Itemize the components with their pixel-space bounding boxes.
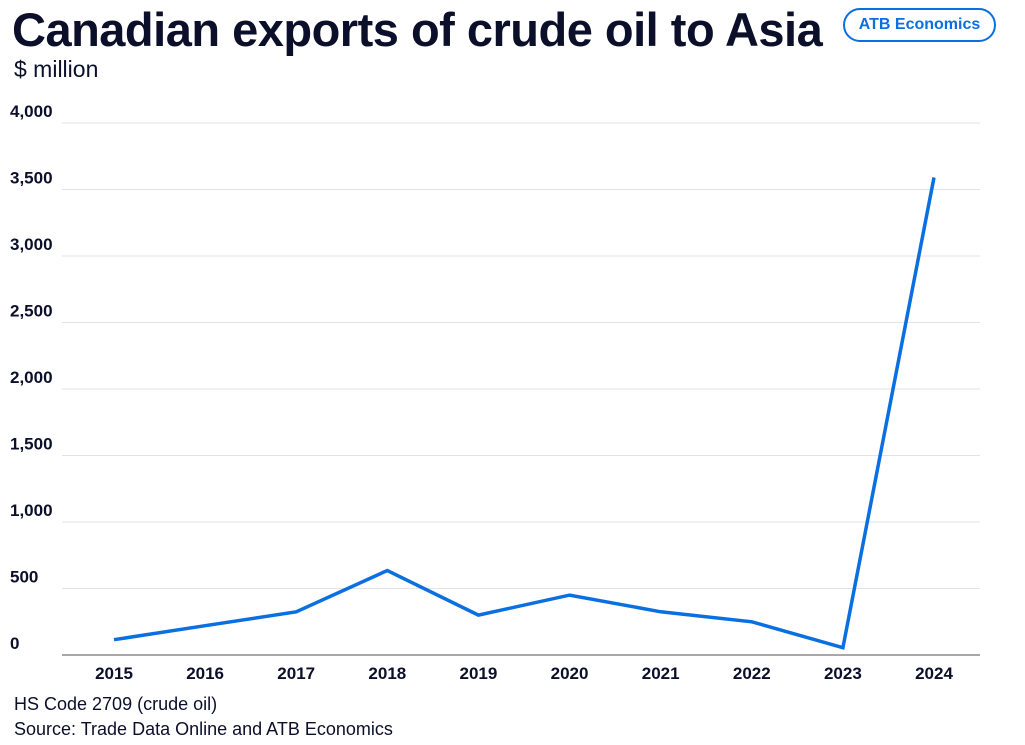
x-tick-label: 2023 bbox=[824, 664, 862, 683]
y-tick-label: 3,500 bbox=[10, 169, 53, 188]
y-tick-label: 0 bbox=[10, 634, 19, 653]
y-tick-label: 2,000 bbox=[10, 368, 53, 387]
y-tick-label: 2,500 bbox=[10, 302, 53, 321]
x-tick-label: 2016 bbox=[186, 664, 224, 683]
x-tick-label: 2020 bbox=[551, 664, 589, 683]
x-tick-label: 2019 bbox=[460, 664, 498, 683]
y-tick-label: 3,000 bbox=[10, 235, 53, 254]
x-tick-label: 2015 bbox=[95, 664, 133, 683]
series-line bbox=[113, 177, 936, 650]
y-tick-label: 1,000 bbox=[10, 501, 53, 520]
x-tick-label: 2018 bbox=[368, 664, 406, 683]
x-tick-label: 2021 bbox=[642, 664, 680, 683]
line-chart: 05001,0001,5002,0002,5003,0003,5004,000 … bbox=[10, 102, 980, 683]
x-axis-ticks: 2015 2016 2017 2018 2019 2020 2021 2022 2023 2024 bbox=[95, 664, 953, 683]
x-tick-label: 2017 bbox=[277, 664, 315, 683]
x-tick-label: 2022 bbox=[733, 664, 771, 683]
y-tick-label: 4,000 bbox=[10, 102, 53, 121]
x-tick-label: 2024 bbox=[915, 664, 953, 683]
y-tick-label: 500 bbox=[10, 568, 38, 587]
footnote-source: Source: Trade Data Online and ATB Econom… bbox=[14, 719, 393, 739]
y-axis-ticks: 0 500 1,000 1,500 2,000 2,500 3,000 3,500 4,000 bbox=[10, 102, 53, 653]
brand-badge: ATB Economics bbox=[843, 8, 996, 42]
footnote-hs-code: HS Code 2709 (crude oil) bbox=[14, 694, 218, 714]
y-axis-unit: $ million bbox=[14, 56, 99, 82]
grid-lines bbox=[62, 122, 980, 589]
chart-title: Canadian exports of crude oil to Asia bbox=[12, 3, 823, 56]
y-tick-label: 1,500 bbox=[10, 435, 53, 454]
